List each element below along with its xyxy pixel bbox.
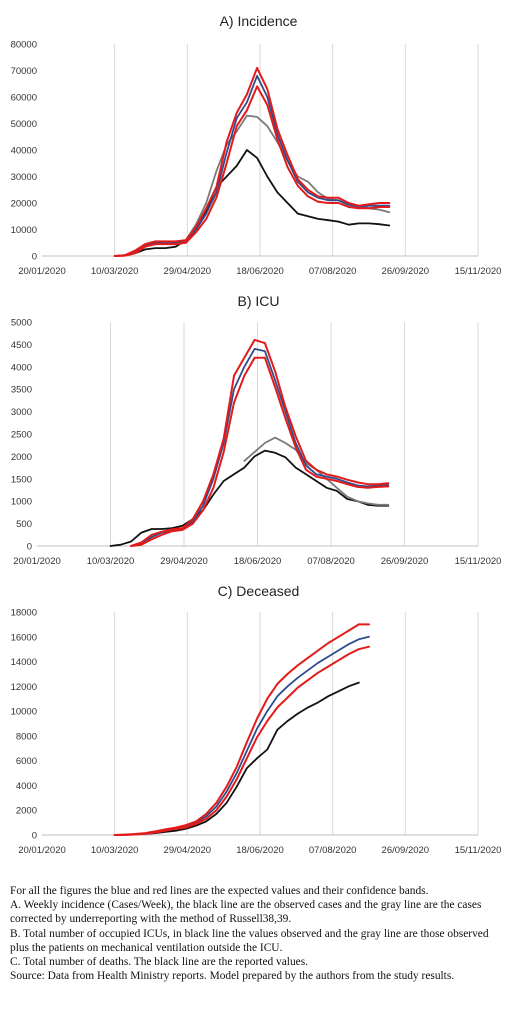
y-tick-label: 4000 <box>11 362 32 373</box>
caption-line-c: C. Total number of deaths. The black lin… <box>10 956 309 969</box>
x-tick-label: 15/11/2020 <box>455 845 502 856</box>
blue-series-line <box>113 74 391 257</box>
y-tick-label: 40000 <box>11 146 37 157</box>
x-tick-label: 26/09/2020 <box>382 845 430 856</box>
y-tick-label: 1000 <box>11 497 32 508</box>
x-tick-label: 29/04/2020 <box>164 845 212 856</box>
red-series-line <box>130 338 390 547</box>
y-tick-label: 4500 <box>11 340 32 351</box>
y-tick-label: 2000 <box>11 452 32 463</box>
chart-title: C) Deceased <box>218 583 300 599</box>
caption-line-legend: For all the figures the blue and red lin… <box>10 885 429 897</box>
x-tick-label: 07/08/2020 <box>309 845 357 856</box>
y-tick-label: 16000 <box>11 632 37 643</box>
x-tick-label: 18/06/2020 <box>234 556 282 566</box>
x-tick-label: 07/08/2020 <box>309 266 357 277</box>
y-tick-label: 12000 <box>11 682 37 693</box>
y-tick-label: 500 <box>16 519 32 530</box>
y-tick-label: 30000 <box>11 172 37 183</box>
y-tick-label: 1500 <box>11 474 32 485</box>
y-tick-label: 6000 <box>16 756 37 767</box>
y-tick-label: 14000 <box>11 657 37 668</box>
red-series-line <box>113 66 391 257</box>
y-tick-label: 0 <box>32 252 37 263</box>
caption-line-a: A. Weekly incidence (Cases/Week), the bl… <box>10 899 482 926</box>
x-tick-label: 18/06/2020 <box>236 845 284 856</box>
incidence-chart-panel: A) Incidence 20/01/2020 10/03/2020 29/04/20… <box>0 2 517 283</box>
x-tick-label: 15/11/2020 <box>455 266 502 277</box>
x-tick-label: 29/04/2020 <box>164 266 212 277</box>
icu-chart-panel: B) ICU 20/01/2020 10/03/2020 29/04/2020 18/0… <box>0 286 517 566</box>
black-series-line <box>109 449 390 547</box>
gray-series-line <box>184 114 391 242</box>
y-tick-label: 70000 <box>11 66 37 77</box>
y-tick-label: 8000 <box>16 731 37 742</box>
deceased-chart-panel: C) Deceased 20/01/2020 10/03/2020 29/04/202… <box>0 572 517 864</box>
red-series-line <box>113 623 370 836</box>
blue-series-line <box>113 635 370 836</box>
x-tick-label: 20/01/2020 <box>18 845 66 856</box>
y-tick-label: 3500 <box>11 385 32 396</box>
x-tick-label: 20/01/2020 <box>13 556 61 566</box>
x-tick-label: 20/01/2020 <box>18 266 66 277</box>
x-tick-label: 10/03/2020 <box>91 266 139 277</box>
deceased-chart: C) Deceased 20/01/2020 10/03/2020 29/04/202… <box>11 583 502 856</box>
caption-line-b: B. Total number of occupied ICUs, in bla… <box>10 927 489 954</box>
red-series-line <box>113 645 370 836</box>
y-tick-label: 18000 <box>11 608 37 619</box>
x-tick-label: 07/08/2020 <box>307 556 355 566</box>
red-series-line <box>130 356 390 547</box>
caption-line-source: Source: Data from Health Ministry report… <box>10 970 455 983</box>
y-tick-label: 0 <box>27 542 32 553</box>
incidence-chart: A) Incidence 20/01/2020 10/03/2020 29/04/20… <box>11 13 502 277</box>
chart-title: A) Incidence <box>220 13 298 29</box>
black-series-line <box>113 681 360 836</box>
chart-title: B) ICU <box>238 293 280 309</box>
y-tick-label: 2500 <box>11 430 32 441</box>
y-tick-label: 20000 <box>11 199 37 210</box>
y-tick-label: 3000 <box>11 407 32 418</box>
y-tick-label: 10000 <box>11 225 37 236</box>
x-tick-label: 15/11/2020 <box>455 556 502 566</box>
x-tick-label: 26/09/2020 <box>382 266 430 277</box>
y-tick-label: 5000 <box>11 318 32 329</box>
x-tick-label: 10/03/2020 <box>91 845 139 856</box>
x-tick-label: 29/04/2020 <box>160 556 208 566</box>
x-tick-label: 18/06/2020 <box>236 266 284 277</box>
y-tick-label: 4000 <box>16 781 37 792</box>
x-tick-label: 26/09/2020 <box>381 556 429 566</box>
black-series-line <box>113 149 391 257</box>
y-tick-label: 80000 <box>11 40 37 51</box>
gray-series-line <box>243 436 390 506</box>
y-tick-label: 60000 <box>11 93 37 104</box>
figure-caption: For all the figures the blue and red lin… <box>10 884 510 983</box>
icu-chart: B) ICU 20/01/2020 10/03/2020 29/04/2020 18/0… <box>11 293 502 566</box>
red-series-line <box>113 85 391 257</box>
y-tick-label: 0 <box>32 831 37 842</box>
x-tick-label: 10/03/2020 <box>87 556 135 566</box>
y-tick-label: 50000 <box>11 119 37 130</box>
y-tick-label: 2000 <box>16 806 37 817</box>
y-tick-label: 10000 <box>11 707 37 718</box>
